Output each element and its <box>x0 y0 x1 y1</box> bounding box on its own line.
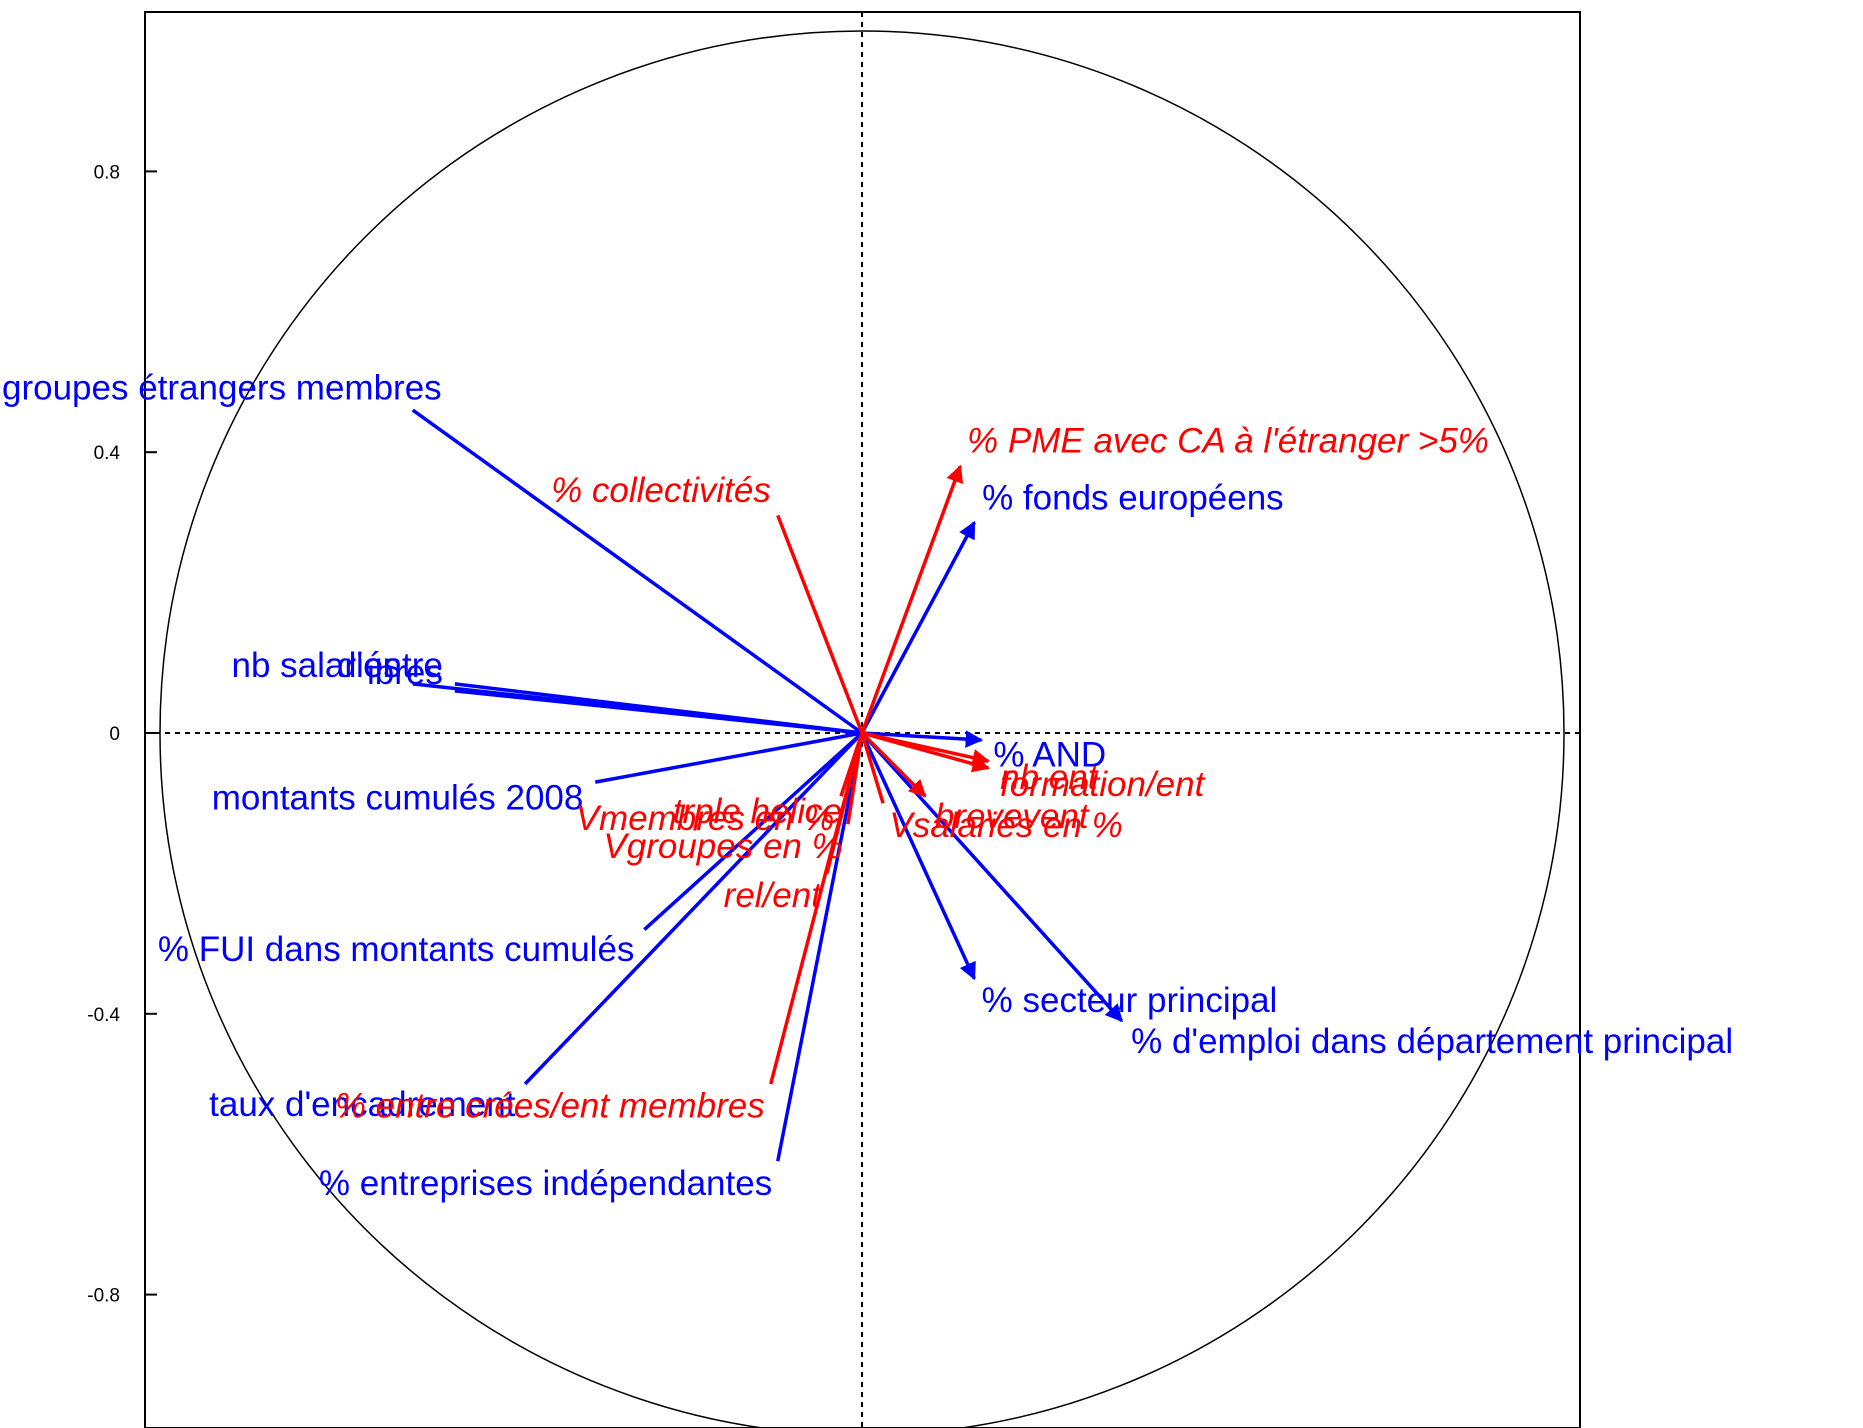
label-montants-cumules-2008: montants cumulés 2008 <box>212 779 584 818</box>
series-1: % PME avec CA à l'étranger >5% % collecti… <box>335 422 1489 1126</box>
arrow-and <box>861 730 984 748</box>
y-axis-ticks: 0.8 0.4 0 -0.4 -0.8 <box>87 162 157 1307</box>
series-0: groupes étrangers membres % fonds europée… <box>2 368 1733 1203</box>
label-collectivites: % collectivités <box>551 471 771 510</box>
label-d-emploi-dans-departement-principal: % d'emploi dans département principal <box>1131 1022 1733 1061</box>
label-entreprises-independantes: % entreprises indépendantes <box>319 1164 772 1203</box>
arrow-montants-cumules-2008 <box>594 731 863 784</box>
label-nb-salaries: nb salariés <box>232 646 401 685</box>
label-fonds-europeens: % fonds européens <box>982 478 1284 517</box>
label-secteur-principal: % secteur principal <box>982 981 1278 1020</box>
arrow-brevevent <box>860 731 927 798</box>
label-and: % AND <box>993 735 1106 774</box>
arrow-entre-crees-ent-membres <box>769 732 864 1085</box>
y-tick-label: -0.8 <box>87 1286 120 1307</box>
y-tick-label: 0 <box>109 724 120 745</box>
label-entre-crees-ent-membres: % entre crées/ent membres <box>335 1087 765 1126</box>
label-vgroupes-en: Vgroupes en % <box>603 827 842 866</box>
label-vmembres-en: Vmembres en % <box>576 799 835 838</box>
arrow-secteur-principal <box>860 732 976 981</box>
label-taux-d-encadrement: taux d'encadrement <box>209 1085 516 1124</box>
label-rel-ent: rel/ent <box>724 876 823 915</box>
unit-circle <box>159 30 1565 1428</box>
label-pme-avec-ca-a-l-etranger-5: % PME avec CA à l'étranger >5% <box>967 422 1489 461</box>
y-tick-label: 0.4 <box>94 443 121 464</box>
arrow-fonds-europeens <box>860 520 976 734</box>
label-d-entre: d'entre <box>337 646 443 685</box>
arrow-nb-ent <box>861 731 991 767</box>
y-tick-label: 0.8 <box>94 162 120 183</box>
arrow-d-emploi-dans-departement-principal <box>860 731 1124 1023</box>
label-ibres: ibres <box>367 653 443 692</box>
arrow-pme-avec-ca-a-l-etranger-5 <box>860 464 964 734</box>
arrow-entreprises-independantes <box>776 732 864 1162</box>
arrow-taux-d-encadrement <box>523 731 864 1086</box>
label-formation-ent: formation/ent <box>1000 765 1206 804</box>
arrow-fui-dans-montants-cumules <box>643 731 864 931</box>
arrow-groupes-etrangers-membres <box>411 408 864 735</box>
label-trple-helice: trple helice <box>673 792 842 831</box>
arrow-vsalaries-en <box>860 732 885 804</box>
label-vsalaries-en: Vsalariés en % <box>889 806 1122 845</box>
arrow-collectivites <box>776 514 864 734</box>
label-brevevent: brevevent <box>935 797 1090 836</box>
label-nb-ent: nb ent <box>1000 758 1099 797</box>
variable-arrows: groupes étrangers membres % fonds europée… <box>2 368 1733 1203</box>
label-groupes-etrangers-membres: groupes étrangers membres <box>2 368 442 407</box>
label-fui-dans-montants-cumules: % FUI dans montants cumulés <box>158 930 635 969</box>
y-tick-label: -0.4 <box>87 1005 120 1026</box>
arrow-ibres <box>454 689 863 735</box>
